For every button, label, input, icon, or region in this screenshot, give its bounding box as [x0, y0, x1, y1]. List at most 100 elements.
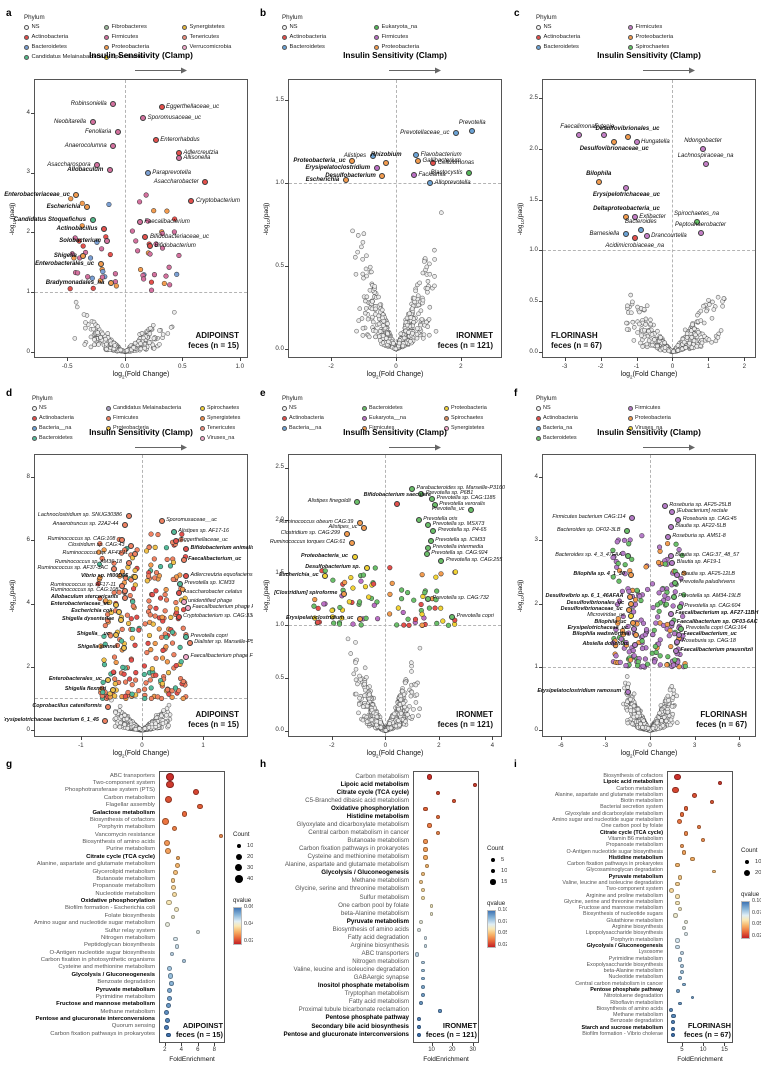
- y-tick: [539, 540, 543, 542]
- enrichment-dot: [677, 818, 683, 824]
- pathway-label: Propanoate metabolism: [606, 842, 663, 849]
- plot-title: Insulin Sensitivity (Clamp): [597, 427, 701, 437]
- enrichment-dot: [677, 976, 682, 981]
- legend-item: Bacteria_na: [536, 425, 572, 431]
- pathway-label: Cysteine and methionine metabolism: [58, 964, 155, 971]
- pathway-label: Pyrimidine metabolism: [95, 993, 155, 1000]
- pathway-label: Inositol phosphate metabolism: [317, 982, 409, 990]
- enrichment-dot: [675, 862, 680, 868]
- x-tick-label: 0.5: [177, 363, 187, 370]
- taxon-label: Shigella__uc: [76, 631, 110, 638]
- count-legend-dot: [235, 853, 243, 861]
- panel-letter: a: [6, 8, 12, 19]
- phylum-color-dot: [444, 425, 449, 431]
- legend-item-label: Actinobacteria: [543, 34, 581, 40]
- pathway-label: Purine metabolism: [106, 846, 155, 853]
- enrichment-dot: [681, 925, 687, 931]
- legend-item: Actinobacteria: [536, 34, 580, 40]
- legend-item: Firmicutes: [628, 405, 660, 411]
- x-tick: [142, 736, 143, 740]
- taxon-label: Escherichia_uc: [279, 571, 319, 578]
- study-name: ADIPOINST: [195, 710, 239, 719]
- taxon-label: Prevotella sp. MSX73: [432, 521, 485, 528]
- taxon-point: [175, 155, 182, 162]
- x-tick-label: 2: [742, 363, 747, 370]
- enrichment-dot: [171, 885, 177, 890]
- phylum-color-dot: [182, 44, 187, 50]
- study-label: IRONMET feces (n = 121): [371, 1021, 477, 1040]
- taxon-label: Blastocystis: [430, 170, 463, 176]
- pathway-label: Pyruvate metabolism: [608, 873, 663, 880]
- pathway-label: Carbon metabolism: [355, 772, 409, 780]
- legend-item-label: Actinobacteria: [289, 415, 324, 421]
- legend-item-label: Actinobacteria: [289, 34, 327, 40]
- taxon-label: Escherichia coli: [71, 608, 113, 615]
- phylum-color-dot: [374, 34, 379, 40]
- taxon-label: Escherichia: [46, 204, 81, 211]
- pathway-label: Glyoxylate and dicarboxylate metabolism: [565, 810, 663, 817]
- legend-item-label: Proteobacteria: [381, 44, 420, 50]
- taxon-label: [Clostridium] spiroforme: [274, 589, 338, 596]
- taxon-label: Flavobacterium: [420, 151, 462, 158]
- taxon-label: Blautia sp. AF19-1: [676, 559, 721, 566]
- phylum-color-dot: [628, 44, 633, 50]
- pathway-label: Carbon fixation pathways in prokaryotes: [298, 845, 409, 853]
- pathway-label: Nitrogen metabolism: [352, 958, 409, 966]
- pathway-label: Bacterial secretion system: [600, 804, 663, 811]
- qvalue-tick-label: 0.075: [498, 918, 507, 925]
- pathway-label: Amino sugar and nucleotide sugar metabol…: [33, 920, 155, 927]
- qvalue-tick-label: 0.025: [752, 932, 761, 939]
- taxon-point: [669, 619, 676, 626]
- enrichment-dot: [671, 1033, 676, 1037]
- taxon-label: Asaccharobacter: [153, 179, 199, 186]
- taxon-label: Prevotella copri: [456, 613, 494, 619]
- x-tick: [431, 1043, 433, 1046]
- taxon-point: [427, 179, 434, 186]
- taxon-label: Prevotella_uc: [431, 505, 465, 512]
- enrichment-dot: [696, 825, 702, 830]
- x-tick: [492, 736, 494, 740]
- enrichment-dot: [671, 1026, 676, 1031]
- taxon-point: [180, 599, 187, 606]
- taxon-label: Lachnoclostridium sp. SNUG30386: [37, 511, 123, 518]
- phylum-color-dot: [536, 435, 541, 441]
- plot-area: -0.5 0.0 0.5 1.0 0 1 2 3 4 Robinsoniella Eggerthel…: [4, 79, 249, 370]
- phylum-color-dot: [282, 34, 287, 40]
- legend-item: Firmicutes: [362, 425, 394, 431]
- taxon-label: Prevotella paludivivens: [679, 578, 735, 585]
- taxon-point: [110, 142, 117, 149]
- y-tick-label: 3: [26, 168, 30, 176]
- pathway-label: Folate biosynthesis: [104, 912, 155, 919]
- phylum-color-dot: [536, 44, 541, 50]
- pathway-label: Secondary bile acid biosynthesis: [311, 1022, 409, 1030]
- taxon-label: Faecalimonas: [560, 123, 598, 130]
- phylum-color-dot: [104, 34, 109, 40]
- phylum-color-dot: [104, 44, 109, 50]
- phylum-color-dot: [536, 24, 541, 30]
- taxon-point: [623, 527, 630, 534]
- legend-item: Candidatus Melainabacteria: [106, 405, 181, 411]
- plot-title: Insulin Sensitivity (Clamp): [597, 50, 701, 60]
- enrichment-dot: [421, 960, 426, 965]
- x-tick-label: 2: [163, 1047, 167, 1053]
- legend-item-label: NS: [289, 405, 297, 411]
- y-tick-label: 2: [26, 228, 30, 236]
- pathway-label: Oxidative phosphorylation: [330, 804, 409, 812]
- panel-letter: e: [260, 388, 266, 399]
- pathway-label: Biotin metabolism: [620, 798, 663, 805]
- pathway-label: Carbon metabolism: [616, 785, 663, 792]
- taxon-label: Alistipes finegoldii: [307, 498, 351, 505]
- taxon-label: Roseburia sp. CAG:45: [682, 515, 737, 522]
- enrichment-dot: [677, 875, 682, 880]
- taxon-label: Bilophila wadsworthia: [572, 631, 630, 638]
- taxon-label: Shigella flexneri: [64, 685, 107, 692]
- taxon-point: [158, 517, 165, 524]
- taxon-label: Bifidobacteriaceae_uc: [149, 233, 209, 240]
- legend-item-label: Proteobacteria: [113, 425, 149, 431]
- enrichment-dot: [674, 773, 681, 781]
- x-tick: [67, 357, 69, 361]
- enrichment-dot: [679, 970, 684, 975]
- taxon-label: Prevotella sp. P6B1: [425, 489, 474, 496]
- taxon-label: Bifidobacterium: [154, 243, 196, 250]
- y-tick-label: 0.5: [275, 673, 284, 681]
